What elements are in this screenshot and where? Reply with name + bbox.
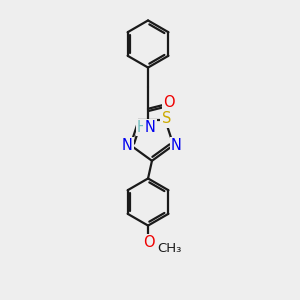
Text: N: N bbox=[145, 120, 155, 135]
Text: O: O bbox=[143, 235, 155, 250]
Text: H: H bbox=[137, 120, 148, 135]
Text: N: N bbox=[122, 138, 133, 153]
Text: CH₃: CH₃ bbox=[158, 242, 182, 255]
Text: S: S bbox=[161, 112, 171, 127]
Text: O: O bbox=[163, 95, 175, 110]
Text: N: N bbox=[171, 138, 182, 153]
